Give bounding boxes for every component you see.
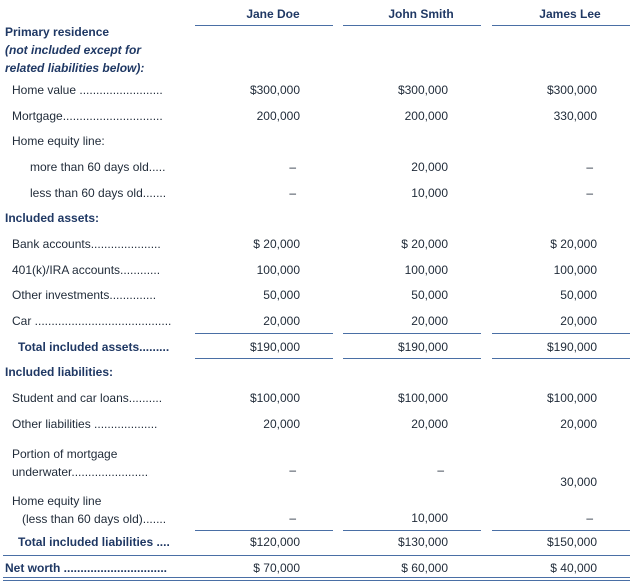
rule-line (195, 333, 333, 334)
cell-value: – (289, 186, 296, 200)
cell-value: $130,000 (397, 535, 448, 549)
cell-value: 100,000 (404, 263, 448, 277)
cell-value: 10,000 (411, 511, 448, 525)
row-label: Home equity line (12, 494, 102, 508)
cell-value: $ 60,000 (401, 561, 448, 575)
cell-value: 10,000 (411, 186, 448, 200)
column-header: Jane Doe (246, 7, 300, 21)
cell-value: $100,000 (546, 391, 597, 405)
rule-line (3, 555, 630, 556)
row-label: Car ....................................… (12, 314, 172, 328)
cell-value: 50,000 (263, 288, 300, 302)
cell-value: 50,000 (560, 288, 597, 302)
cell-value: $300,000 (249, 83, 300, 97)
rule-line (492, 25, 630, 26)
cell-value: 200,000 (256, 109, 300, 123)
rule-line (343, 358, 481, 359)
cell-value: 100,000 (553, 263, 597, 277)
cell-value: $190,000 (397, 340, 448, 354)
rule-line (492, 358, 630, 359)
row-note: (not included except for (5, 43, 142, 57)
cell-value: 20,000 (560, 417, 597, 431)
row-label: Total included assets......... (18, 340, 170, 354)
cell-value: – (289, 160, 296, 174)
cell-value: 330,000 (553, 109, 597, 123)
row-label: Included liabilities: (5, 365, 114, 379)
rule-line (343, 25, 481, 26)
cell-value: – (437, 463, 444, 477)
column-header: James Lee (539, 7, 601, 21)
cell-value: $300,000 (546, 83, 597, 97)
row-label: underwater....................... (12, 465, 149, 479)
cell-value: – (289, 511, 296, 525)
cell-value: 20,000 (411, 417, 448, 431)
cell-value: $120,000 (249, 535, 300, 549)
cell-value: $ 40,000 (550, 561, 597, 575)
cell-value: $150,000 (546, 535, 597, 549)
row-label: Mortgage.............................. (12, 109, 163, 123)
row-note: related liabilities below): (5, 61, 145, 75)
cell-value: $ 20,000 (253, 237, 300, 251)
cell-value: 50,000 (411, 288, 448, 302)
cell-value: – (586, 160, 593, 174)
row-label: Total included liabilities .... (18, 535, 170, 549)
cell-value: $ 70,000 (253, 561, 300, 575)
cell-value: $ 20,000 (550, 237, 597, 251)
cell-value: – (289, 463, 296, 477)
row-label: Bank accounts..................... (12, 237, 161, 251)
row-label: (less than 60 days old)....... (22, 512, 167, 526)
cell-value: $100,000 (249, 391, 300, 405)
cell-value: – (586, 511, 593, 525)
cell-value: 20,000 (560, 314, 597, 328)
cell-value: $190,000 (249, 340, 300, 354)
cell-value: – (586, 186, 593, 200)
row-label: Home value ......................... (12, 83, 163, 97)
cell-value: $ 20,000 (401, 237, 448, 251)
row-label: Student and car loans.......... (12, 391, 163, 405)
rule-line (492, 333, 630, 334)
cell-value: 20,000 (263, 314, 300, 328)
column-header: John Smith (388, 7, 454, 21)
cell-value: 20,000 (263, 417, 300, 431)
rule-line (343, 530, 481, 531)
cell-value: 20,000 (411, 314, 448, 328)
rule-line (195, 25, 333, 26)
row-label: less than 60 days old....... (30, 186, 167, 200)
row-label: more than 60 days old..... (30, 160, 166, 174)
cell-value: 200,000 (404, 109, 448, 123)
row-label: Portion of mortgage (12, 447, 118, 461)
rule-line (492, 530, 630, 531)
row-label: Other liabilities ................... (12, 417, 158, 431)
cell-value: $190,000 (546, 340, 597, 354)
row-label: Primary residence (5, 25, 110, 39)
cell-value: $100,000 (397, 391, 448, 405)
rule-line (195, 358, 333, 359)
rule-line (195, 530, 333, 531)
row-label: Other investments.............. (12, 288, 157, 302)
cell-value: 20,000 (411, 160, 448, 174)
cell-value: $300,000 (397, 83, 448, 97)
cell-value: 30,000 (560, 475, 597, 489)
row-label: Home equity line: (12, 134, 105, 148)
rule-line (343, 333, 481, 334)
row-label: 401(k)/IRA accounts............ (12, 263, 161, 277)
rule-line (3, 577, 630, 578)
row-label: Included assets: (5, 211, 100, 225)
row-label: Net worth ..............................… (5, 561, 168, 575)
cell-value: 100,000 (256, 263, 300, 277)
